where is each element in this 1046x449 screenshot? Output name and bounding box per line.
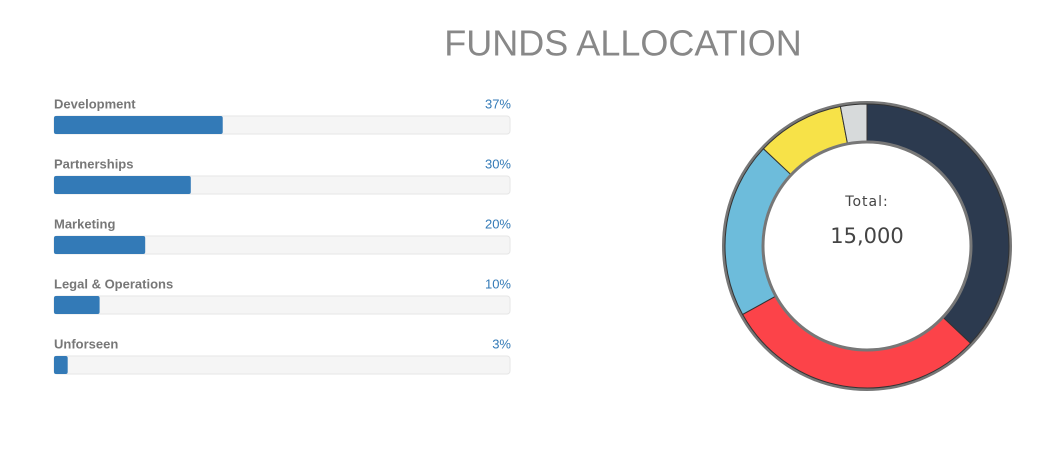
bar bbox=[54, 116, 223, 134]
inner-ring bbox=[761, 140, 973, 352]
value-label: 30% bbox=[485, 156, 511, 171]
center-label: Total: bbox=[844, 194, 888, 210]
track bbox=[53, 295, 511, 315]
value-label: 10% bbox=[485, 276, 511, 291]
value-label: 20% bbox=[485, 216, 511, 231]
category-label: Legal & Operations bbox=[54, 276, 173, 291]
category-label: Marketing bbox=[54, 216, 115, 231]
track bbox=[53, 355, 511, 375]
value-label: 3% bbox=[492, 336, 511, 351]
title: FUNDS ALLOCATION bbox=[444, 23, 801, 64]
value-label: 37% bbox=[485, 96, 511, 111]
bar bbox=[54, 296, 100, 314]
bar bbox=[54, 236, 146, 254]
bar bbox=[54, 356, 68, 374]
center-value: 15,000 bbox=[830, 224, 903, 248]
bar bbox=[54, 176, 191, 194]
category-label: Development bbox=[54, 96, 136, 111]
outer-ring bbox=[722, 101, 1012, 391]
category-label: Partnerships bbox=[54, 156, 133, 171]
category-label: Unforseen bbox=[54, 336, 118, 351]
